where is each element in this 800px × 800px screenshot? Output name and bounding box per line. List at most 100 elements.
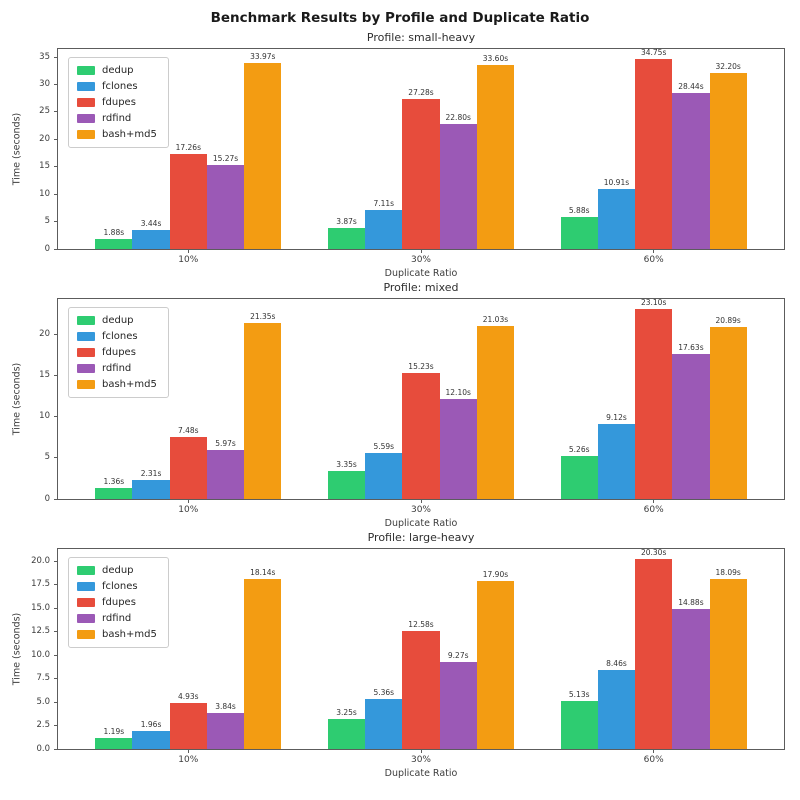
bar-fclones-30% (365, 698, 403, 749)
bar-dedup-60% (560, 455, 598, 499)
bar-value-label: 3.84s (215, 701, 236, 711)
bar-value-label: 7.11s (373, 199, 395, 209)
y-tick-mark (54, 193, 58, 195)
x-tick-mark (187, 249, 189, 253)
y-tick-mark (54, 725, 58, 727)
y-tick-label: 5 (44, 452, 50, 463)
bar-value-label: 17.90s (482, 570, 509, 580)
bar-value-label: 33.60s (482, 53, 509, 63)
y-tick-mark (54, 560, 58, 562)
bar-dedup-10% (95, 487, 133, 499)
legend-swatch-rdfind (77, 614, 95, 623)
x-tick-mark (420, 249, 422, 253)
bar-fclones-60% (597, 669, 636, 749)
y-tick-mark (54, 678, 58, 680)
x-axis-label: Duplicate Ratio (384, 268, 458, 279)
bar-bash+md5-30% (476, 581, 515, 749)
bar-rdfind-60% (672, 353, 710, 499)
y-tick-mark (54, 607, 58, 609)
legend-swatch-fclones (77, 82, 95, 91)
bar-bash+md5-60% (709, 326, 747, 499)
x-tick-mark (653, 499, 655, 503)
legend-label: fdupes (102, 97, 136, 108)
bar-value-label: 17.26s (175, 143, 201, 153)
legend-item-bash+md5: bash+md5 (77, 629, 157, 640)
y-tick-label: 20.0 (31, 555, 50, 566)
chart-small-heavy: Profile: small-heavy Time (seconds) Dupl… (0, 30, 800, 280)
bar-dedup-30% (327, 718, 366, 749)
bar-value-label: 21.03s (482, 314, 509, 324)
legend-swatch-fclones (77, 582, 95, 591)
legend-label: bash+md5 (102, 629, 157, 640)
bar-value-label: 3.25s (336, 707, 357, 717)
x-tick-label: 10% (178, 755, 199, 765)
chart-title: Profile: small-heavy (366, 31, 476, 44)
y-tick-label: 20 (39, 328, 50, 339)
legend-swatch-dedup (77, 316, 95, 325)
y-tick-mark (54, 221, 58, 223)
bar-bash+md5-60% (709, 72, 747, 249)
y-tick-mark (54, 166, 58, 168)
y-tick-label: 10 (39, 411, 50, 422)
bar-fdupes-30% (402, 99, 440, 249)
x-tick-mark (187, 749, 189, 753)
y-tick-mark (54, 584, 58, 586)
y-tick-mark (54, 748, 58, 750)
legend-label: rdfind (102, 363, 132, 374)
bar-bash+md5-10% (244, 578, 282, 749)
bar-value-label: 28.44s (678, 82, 704, 92)
x-tick-mark (653, 249, 655, 253)
y-tick-label: 15 (39, 161, 50, 172)
bar-value-label: 7.48s (177, 426, 199, 436)
y-tick-label: 20 (39, 133, 50, 144)
legend-swatch-bash+md5 (77, 630, 95, 639)
bar-fclones-10% (132, 730, 170, 749)
legend-item-dedup: dedup (77, 315, 157, 326)
bar-value-label: 1.19s (103, 726, 125, 736)
x-axis-label: Duplicate Ratio (384, 768, 458, 779)
legend-swatch-rdfind (77, 364, 95, 373)
legend-label: rdfind (102, 113, 132, 124)
y-tick-label: 10 (39, 188, 50, 199)
y-tick-mark (54, 111, 58, 113)
bar-value-label: 15.27s (212, 154, 239, 164)
legend-item-fdupes: fdupes (77, 97, 157, 108)
bar-fdupes-30% (402, 373, 440, 499)
bar-value-label: 5.97s (215, 438, 236, 448)
y-tick-label: 0 (44, 493, 50, 504)
bar-fdupes-60% (635, 58, 673, 249)
bar-value-label: 20.89s (715, 315, 741, 325)
bar-value-label: 8.46s (606, 658, 627, 668)
legend-label: rdfind (102, 613, 132, 624)
legend-item-rdfind: rdfind (77, 363, 157, 374)
bar-value-label: 5.88s (568, 205, 590, 215)
bar-value-label: 5.36s (373, 687, 395, 697)
legend-label: bash+md5 (102, 129, 157, 140)
bar-fclones-60% (597, 189, 636, 249)
bar-value-label: 32.20s (715, 61, 741, 71)
y-tick-label: 15 (39, 369, 50, 380)
bar-fclones-10% (132, 479, 170, 499)
bar-rdfind-60% (672, 609, 710, 749)
x-tick-label: 30% (410, 755, 431, 765)
y-tick-label: 35 (39, 51, 50, 62)
legend-label: fclones (102, 581, 138, 592)
y-tick-mark (54, 333, 58, 335)
legend-swatch-fdupes (77, 348, 95, 357)
bar-bash+md5-60% (709, 579, 747, 749)
bar-fdupes-60% (635, 308, 673, 499)
x-tick-mark (187, 499, 189, 503)
bar-value-label: 23.10s (640, 297, 667, 307)
y-tick-mark (54, 654, 58, 656)
bar-value-label: 1.96s (140, 719, 162, 729)
bar-value-label: 3.35s (336, 460, 357, 470)
bar-value-label: 3.44s (140, 219, 162, 229)
bar-fdupes-10% (169, 437, 207, 499)
legend-item-rdfind: rdfind (77, 113, 157, 124)
bar-rdfind-10% (206, 712, 245, 749)
x-tick-label: 30% (410, 505, 431, 515)
bar-value-label: 5.26s (568, 444, 590, 454)
bar-value-label: 9.12s (606, 412, 627, 422)
y-tick-label: 10.0 (31, 649, 50, 660)
bar-value-label: 10.91s (603, 178, 630, 188)
